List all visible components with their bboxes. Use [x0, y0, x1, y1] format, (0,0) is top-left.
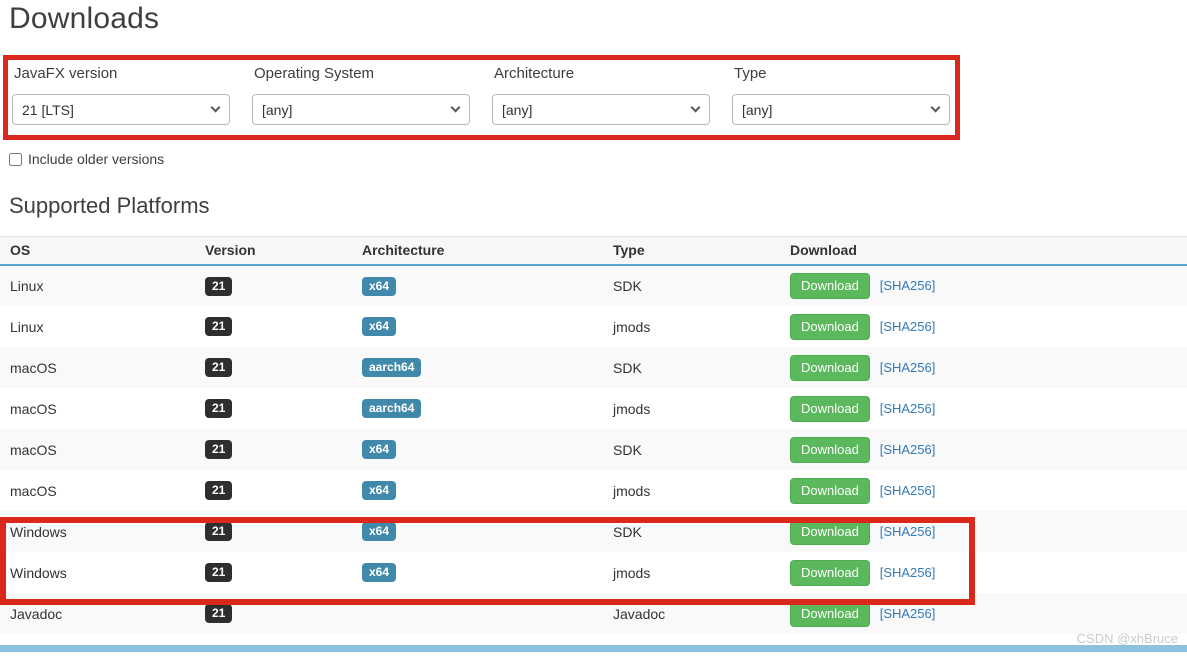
os-cell: Linux: [10, 318, 44, 335]
sha256-link[interactable]: [SHA256]: [879, 564, 936, 580]
version-badge: 21: [205, 604, 233, 623]
download-button[interactable]: Download: [790, 273, 870, 299]
sha256-link[interactable]: [SHA256]: [879, 318, 936, 334]
filter-label: JavaFX version: [14, 65, 118, 82]
os-cell: Javadoc: [10, 605, 63, 622]
table-row: Linux 21 x64 jmods Download [SHA256]: [0, 306, 1187, 347]
filter-group: JavaFX version 21 [LTS]: [12, 63, 230, 125]
type-cell: jmods: [613, 318, 651, 335]
table-row: macOS 21 aarch64 jmods Download [SHA256]: [0, 388, 1187, 429]
filter-group: Type [any]: [732, 63, 950, 125]
sha256-link[interactable]: [SHA256]: [879, 278, 936, 293]
table-row: Linux 21 x64 SDK Download [SHA256]: [0, 265, 1187, 306]
filter-select-wrap: [any]: [732, 94, 950, 125]
filter-select[interactable]: [any]: [252, 94, 470, 125]
version-badge: 21: [205, 481, 233, 500]
include-older-versions-row: Include older versions: [9, 151, 1187, 167]
filter-select[interactable]: 21 [LTS]: [12, 94, 230, 125]
filter-group: Operating System [any]: [252, 63, 470, 125]
platforms-table: OS Version Architecture Type Download Li…: [0, 236, 1187, 634]
version-badge: 21: [205, 317, 233, 336]
arch-badge: x64: [362, 276, 397, 296]
filter-label: Type: [734, 65, 767, 82]
column-header-os: OS: [0, 236, 195, 266]
table-row: macOS 21 x64 jmods Download [SHA256]: [0, 470, 1187, 511]
table-row: Javadoc 21 Javadoc Download [SHA256]: [0, 593, 1187, 634]
type-cell: SDK: [613, 359, 642, 376]
include-older-versions-checkbox[interactable]: [9, 152, 22, 166]
table-row: macOS 21 aarch64 SDK Download [SHA256]: [0, 347, 1187, 388]
table-header-row: OS Version Architecture Type Download: [0, 236, 1187, 266]
sha256-link[interactable]: [SHA256]: [879, 523, 936, 539]
filter-label: Operating System: [254, 65, 375, 82]
type-cell: jmods: [613, 400, 651, 417]
type-cell: SDK: [613, 523, 642, 540]
page-title: Downloads: [9, 2, 160, 35]
column-header-version: Version: [195, 236, 352, 266]
arch-badge: x64: [362, 317, 397, 336]
column-header-download: Download: [780, 236, 1187, 266]
filter-groups: JavaFX version 21 [LTS] Operating System…: [12, 63, 955, 125]
download-button[interactable]: Download: [790, 354, 870, 381]
arch-badge: x64: [362, 440, 397, 459]
sha256-link[interactable]: [SHA256]: [879, 359, 936, 375]
version-badge: 21: [205, 358, 233, 377]
download-button[interactable]: Download: [790, 395, 870, 422]
table-row: macOS 21 x64 SDK Download [SHA256]: [0, 429, 1187, 470]
type-cell: jmods: [613, 564, 651, 581]
sha256-link[interactable]: [SHA256]: [879, 482, 936, 498]
annotation-box-filters: JavaFX version 21 [LTS] Operating System…: [3, 55, 960, 140]
arch-badge: x64: [362, 522, 397, 541]
arch-badge: x64: [362, 563, 397, 582]
filter-label: Architecture: [494, 65, 575, 82]
filter-select-wrap: [any]: [492, 94, 710, 125]
version-badge: 21: [205, 440, 233, 459]
os-cell: macOS: [10, 482, 57, 499]
version-badge: 21: [205, 399, 233, 418]
arch-badge: x64: [362, 481, 397, 500]
os-cell: macOS: [10, 359, 57, 376]
column-header-type: Type: [603, 236, 780, 266]
supported-platforms-heading: Supported Platforms: [9, 193, 210, 218]
type-cell: SDK: [613, 278, 642, 294]
download-button[interactable]: Download: [790, 600, 870, 627]
include-older-versions-label: Include older versions: [28, 151, 165, 167]
column-header-architecture: Architecture: [352, 236, 603, 266]
arch-badge: aarch64: [362, 399, 422, 418]
version-badge: 21: [205, 522, 233, 541]
os-cell: Windows: [10, 564, 67, 581]
filter-select-wrap: [any]: [252, 94, 470, 125]
version-badge: 21: [205, 563, 233, 582]
footer-bar: [0, 645, 1187, 652]
download-button[interactable]: Download: [790, 436, 870, 463]
sha256-link[interactable]: [SHA256]: [879, 441, 936, 457]
version-badge: 21: [205, 276, 233, 296]
os-cell: Linux: [10, 278, 44, 294]
os-cell: macOS: [10, 441, 57, 458]
arch-badge: aarch64: [362, 358, 422, 377]
table-row: Windows 21 x64 jmods Download [SHA256]: [0, 552, 1187, 593]
filter-select[interactable]: [any]: [492, 94, 710, 125]
filter-select-wrap: 21 [LTS]: [12, 94, 230, 125]
os-cell: Windows: [10, 523, 67, 540]
download-button[interactable]: Download: [790, 559, 870, 586]
download-button[interactable]: Download: [790, 477, 870, 504]
sha256-link[interactable]: [SHA256]: [879, 400, 936, 416]
download-button[interactable]: Download: [790, 518, 870, 545]
os-cell: macOS: [10, 400, 57, 417]
type-cell: jmods: [613, 482, 651, 499]
table-row: Windows 21 x64 SDK Download [SHA256]: [0, 511, 1187, 552]
type-cell: Javadoc: [613, 605, 666, 622]
download-button[interactable]: Download: [790, 313, 870, 340]
filter-group: Architecture [any]: [492, 63, 710, 125]
type-cell: SDK: [613, 441, 642, 458]
sha256-link[interactable]: [SHA256]: [879, 605, 936, 621]
filter-select[interactable]: [any]: [732, 94, 950, 125]
